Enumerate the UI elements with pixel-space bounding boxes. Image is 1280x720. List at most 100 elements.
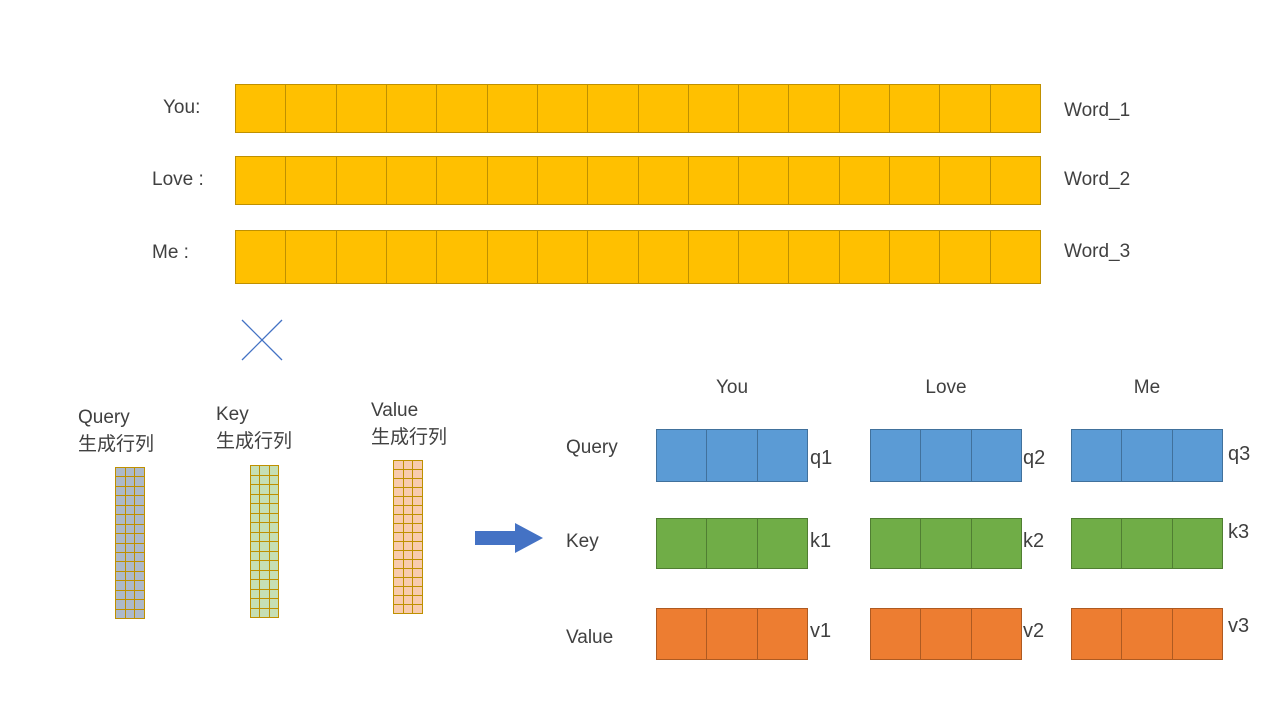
embedding-cell [990,157,1040,204]
column-header-love: Love [925,377,967,398]
matrix-cell [260,532,269,541]
matrix-cell [135,486,144,496]
matrix-cell [116,534,125,543]
matrix-cell [135,496,144,505]
word-tag-1: Word_1 [1064,100,1131,121]
matrix-cell [394,488,403,496]
matrix-cell [413,542,422,550]
embedding-cell [588,157,638,204]
matrix-cell [413,596,422,604]
matrix-cell [125,590,135,600]
matrix-cell [403,461,413,469]
matrix-cell [403,542,413,550]
v1-vector-bar [656,608,808,660]
embedding-cell [386,231,437,283]
matrix-cell [413,497,422,505]
embedding-cell [537,231,588,283]
query-matrix-name: Query [78,407,130,428]
k1-vector-bar [656,518,808,569]
matrix-cell [269,580,278,589]
value-matrix-name: Value [371,400,419,421]
matrix-cell [260,580,269,589]
column-header-you: You [715,377,749,398]
matrix-cell [116,486,125,496]
embedding-cell [789,85,839,132]
matrix-cell [413,578,422,586]
embedding-cell [286,157,336,204]
matrix-cell [413,569,422,577]
matrix-cell [135,600,144,609]
embedding-cell [688,231,739,283]
matrix-cell [403,515,413,523]
matrix-cell [413,560,422,568]
embedding-cell [890,85,940,132]
matrix-cell [251,561,260,570]
matrix-cell [269,599,278,608]
query-matrix-label: Query 生成行列 [78,404,154,458]
matrix-cell [260,561,269,570]
matrix-cell [260,589,269,598]
matrix-cell [394,560,403,568]
vector-cell [971,430,1021,481]
matrix-cell [251,466,260,475]
vector-cell [1122,609,1172,659]
q1-label: q1 [810,447,833,469]
matrix-cell [116,609,125,618]
matrix-cell [251,532,260,541]
vector-cell [971,519,1021,568]
matrix-cell [394,470,403,478]
value-generator-matrix [393,460,423,614]
matrix-cell [251,504,260,513]
matrix-cell [413,551,422,559]
matrix-cell [260,485,269,494]
vector-cell [1072,609,1122,659]
embedding-cell [386,85,437,132]
matrix-cell [116,524,125,534]
vector-cell [757,609,807,659]
matrix-cell [413,605,422,613]
matrix-cell [403,488,413,496]
matrix-cell [413,524,422,532]
vector-cell [1072,430,1122,481]
key-matrix-name: Key [216,404,249,425]
matrix-cell [269,523,278,532]
matrix-cell [260,523,269,532]
matrix-cell [125,581,135,590]
embedding-cell [437,231,487,283]
matrix-cell [135,571,144,581]
matrix-cell [251,542,260,551]
vector-cell [707,519,757,568]
matrix-cell [116,590,125,600]
embedding-cell [990,85,1040,132]
embedding-cell [336,85,386,132]
matrix-cell [116,581,125,590]
matrix-cell [260,475,269,484]
embedding-cell [789,231,839,283]
vector-cell [657,430,707,481]
vector-cell [657,519,707,568]
matrix-cell [269,608,278,617]
v2-label: v2 [1023,620,1045,642]
matrix-cell [125,486,135,496]
k2-vector-bar [870,518,1022,569]
q3-vector-bar [1071,429,1223,482]
matrix-cell [125,496,135,505]
matrix-cell [394,515,403,523]
row-label-value: Value [566,627,614,648]
matrix-cell [260,570,269,579]
matrix-cell [125,515,135,524]
k3-label: k3 [1228,521,1250,543]
k2-label: k2 [1023,530,1045,552]
matrix-cell [135,552,144,562]
embedding-cell [437,157,487,204]
embedding-cell [940,157,990,204]
key-matrix-label: Key 生成行列 [216,401,292,455]
matrix-cell [251,608,260,617]
embedding-cell [638,157,688,204]
matrix-cell [403,470,413,478]
matrix-cell [403,497,413,505]
embedding-cell [638,231,688,283]
vector-cell [707,609,757,659]
matrix-cell [269,532,278,541]
embedding-cell [688,157,739,204]
